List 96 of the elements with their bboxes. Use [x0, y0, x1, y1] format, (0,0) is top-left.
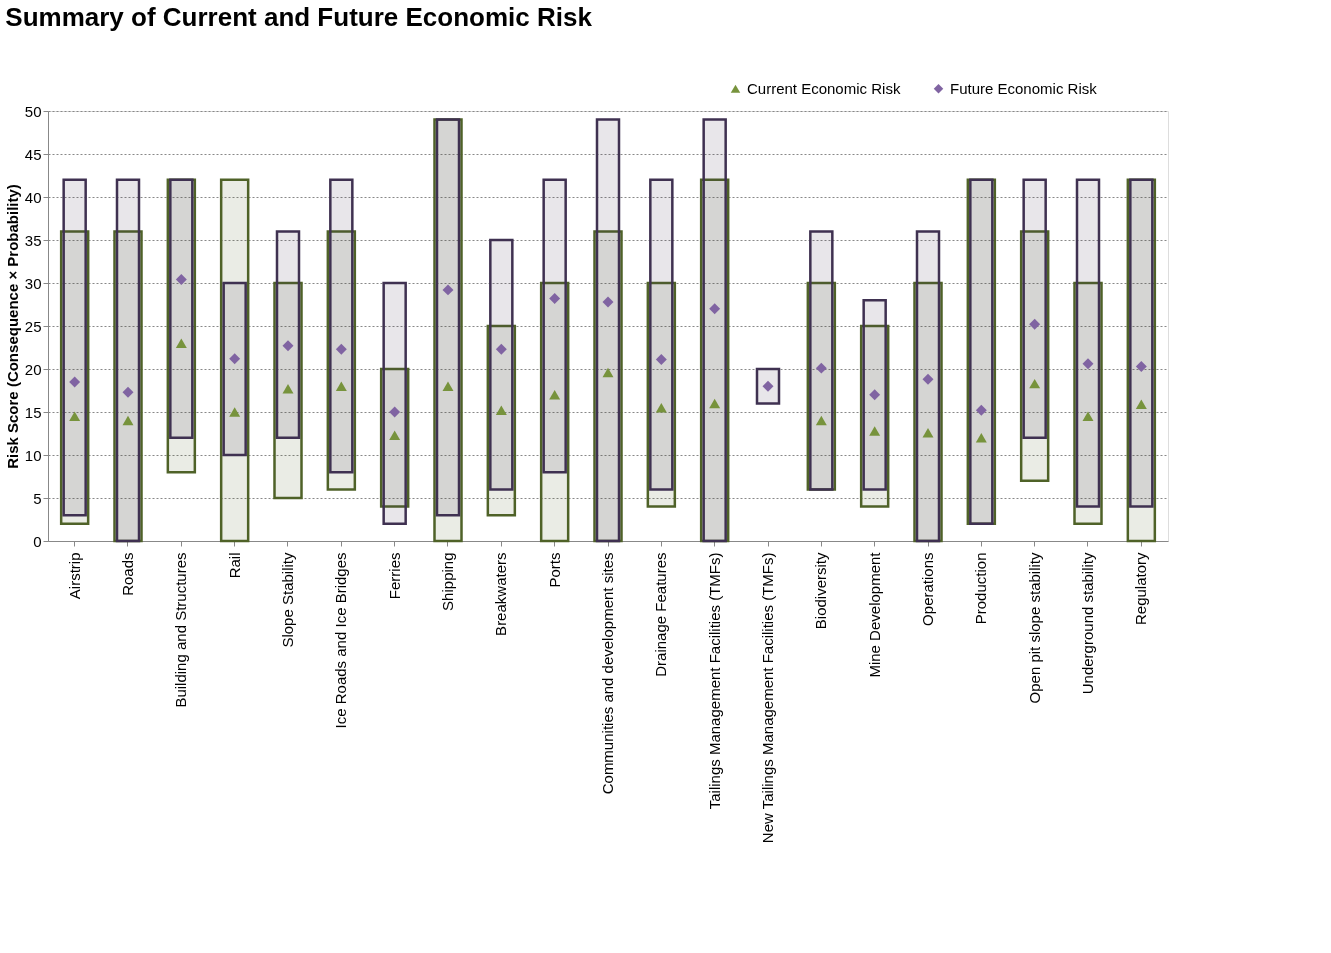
point [549, 293, 561, 304]
point [389, 406, 401, 418]
point [1029, 318, 1041, 330]
point [815, 362, 827, 374]
y-tick-label: 10 [24, 446, 42, 464]
y-tick-label: 50 [24, 102, 42, 120]
legend-label: Future Economic Risk [950, 79, 1098, 97]
point [122, 415, 134, 426]
point [1135, 360, 1147, 372]
point [1029, 378, 1041, 389]
y-axis-title: Risk Score (Consequence × Probability) [3, 184, 21, 469]
x-tick-label: Airstrip [65, 552, 83, 600]
point [495, 343, 507, 355]
x-tick-label: Regulatory [1132, 552, 1150, 626]
y-tick-label: 5 [33, 489, 42, 507]
bar [755, 367, 781, 405]
bar [435, 118, 461, 517]
point [869, 389, 881, 401]
point [1135, 399, 1147, 409]
y-tick-label: 20 [24, 360, 42, 378]
point [1082, 358, 1094, 370]
y-tick-label: 30 [24, 274, 42, 292]
y-tick-label: 40 [24, 188, 42, 206]
bar [649, 178, 674, 491]
point [922, 373, 934, 385]
bar [862, 298, 887, 491]
x-tick-label: New Tailings Management Facilities (TMFs) [759, 552, 776, 844]
point [335, 343, 347, 355]
point [602, 296, 614, 308]
x-tick-label: Operations [919, 552, 936, 626]
point [549, 390, 561, 400]
x-tick-label: Underground stability [1079, 552, 1096, 695]
point [175, 274, 187, 286]
point [975, 433, 987, 443]
x-tick-label: Building and Structures [172, 552, 190, 708]
point [495, 405, 507, 416]
chart-title: Summary of Current and Future Economic Risk [5, 2, 593, 32]
x-tick-label: Biodiversity [812, 552, 830, 630]
point [175, 338, 187, 348]
x-tick-label: Ice Roads and Ice Bridges [332, 552, 350, 729]
x-tick-label: Roads [119, 552, 136, 596]
bar [1022, 178, 1047, 440]
x-tick-label: Ports [545, 552, 563, 588]
point [389, 430, 401, 440]
bar [169, 178, 194, 440]
x-tick-label: Shipping [439, 552, 456, 611]
bar [489, 238, 514, 491]
x-tick-label: Drainage Features [652, 552, 670, 677]
bar [222, 281, 247, 457]
y-tick-label: 15 [24, 403, 42, 421]
y-tick-label: 0 [33, 532, 42, 550]
x-tick-label: Production [972, 552, 990, 625]
point [655, 402, 667, 413]
y-tick-label: 35 [24, 231, 42, 249]
point [282, 384, 294, 394]
bar [809, 230, 834, 491]
bar [595, 118, 621, 543]
bar [62, 178, 87, 517]
bar [1075, 178, 1101, 508]
point [922, 427, 934, 438]
x-tick-label: Tailings Management Facilities (TMFs) [705, 552, 723, 810]
point [442, 381, 454, 391]
point [1082, 411, 1094, 422]
point [122, 386, 134, 398]
point [69, 411, 81, 422]
point [229, 353, 241, 365]
y-tick-label: 25 [24, 317, 42, 335]
bar [702, 118, 727, 543]
point [335, 381, 347, 391]
x-tick-label: Slope Stability [279, 552, 296, 648]
point [282, 340, 294, 352]
bar [542, 178, 567, 474]
point [442, 284, 454, 296]
point [709, 303, 721, 315]
point [69, 376, 81, 388]
x-tick-label: Ferries [385, 552, 403, 600]
bar [382, 281, 407, 526]
point [709, 398, 721, 409]
x-tick-label: Communities and development sites [599, 552, 616, 795]
point [869, 426, 881, 436]
bar [115, 178, 141, 543]
bar [329, 178, 354, 474]
x-tick-label: Open pit slope stability [1025, 552, 1043, 704]
x-tick-label: Rail [225, 552, 243, 579]
point [975, 404, 987, 416]
point [602, 367, 614, 378]
x-tick-label: Mine Development [865, 551, 883, 678]
point [815, 415, 827, 426]
x-tick-label: Breakwaters [492, 552, 510, 636]
point [229, 407, 241, 417]
y-tick-label: 45 [24, 145, 42, 163]
legend-label: Current Economic Risk [747, 79, 901, 97]
point [655, 354, 667, 366]
bar [915, 230, 941, 543]
bar [275, 230, 301, 440]
bar [1129, 178, 1154, 508]
